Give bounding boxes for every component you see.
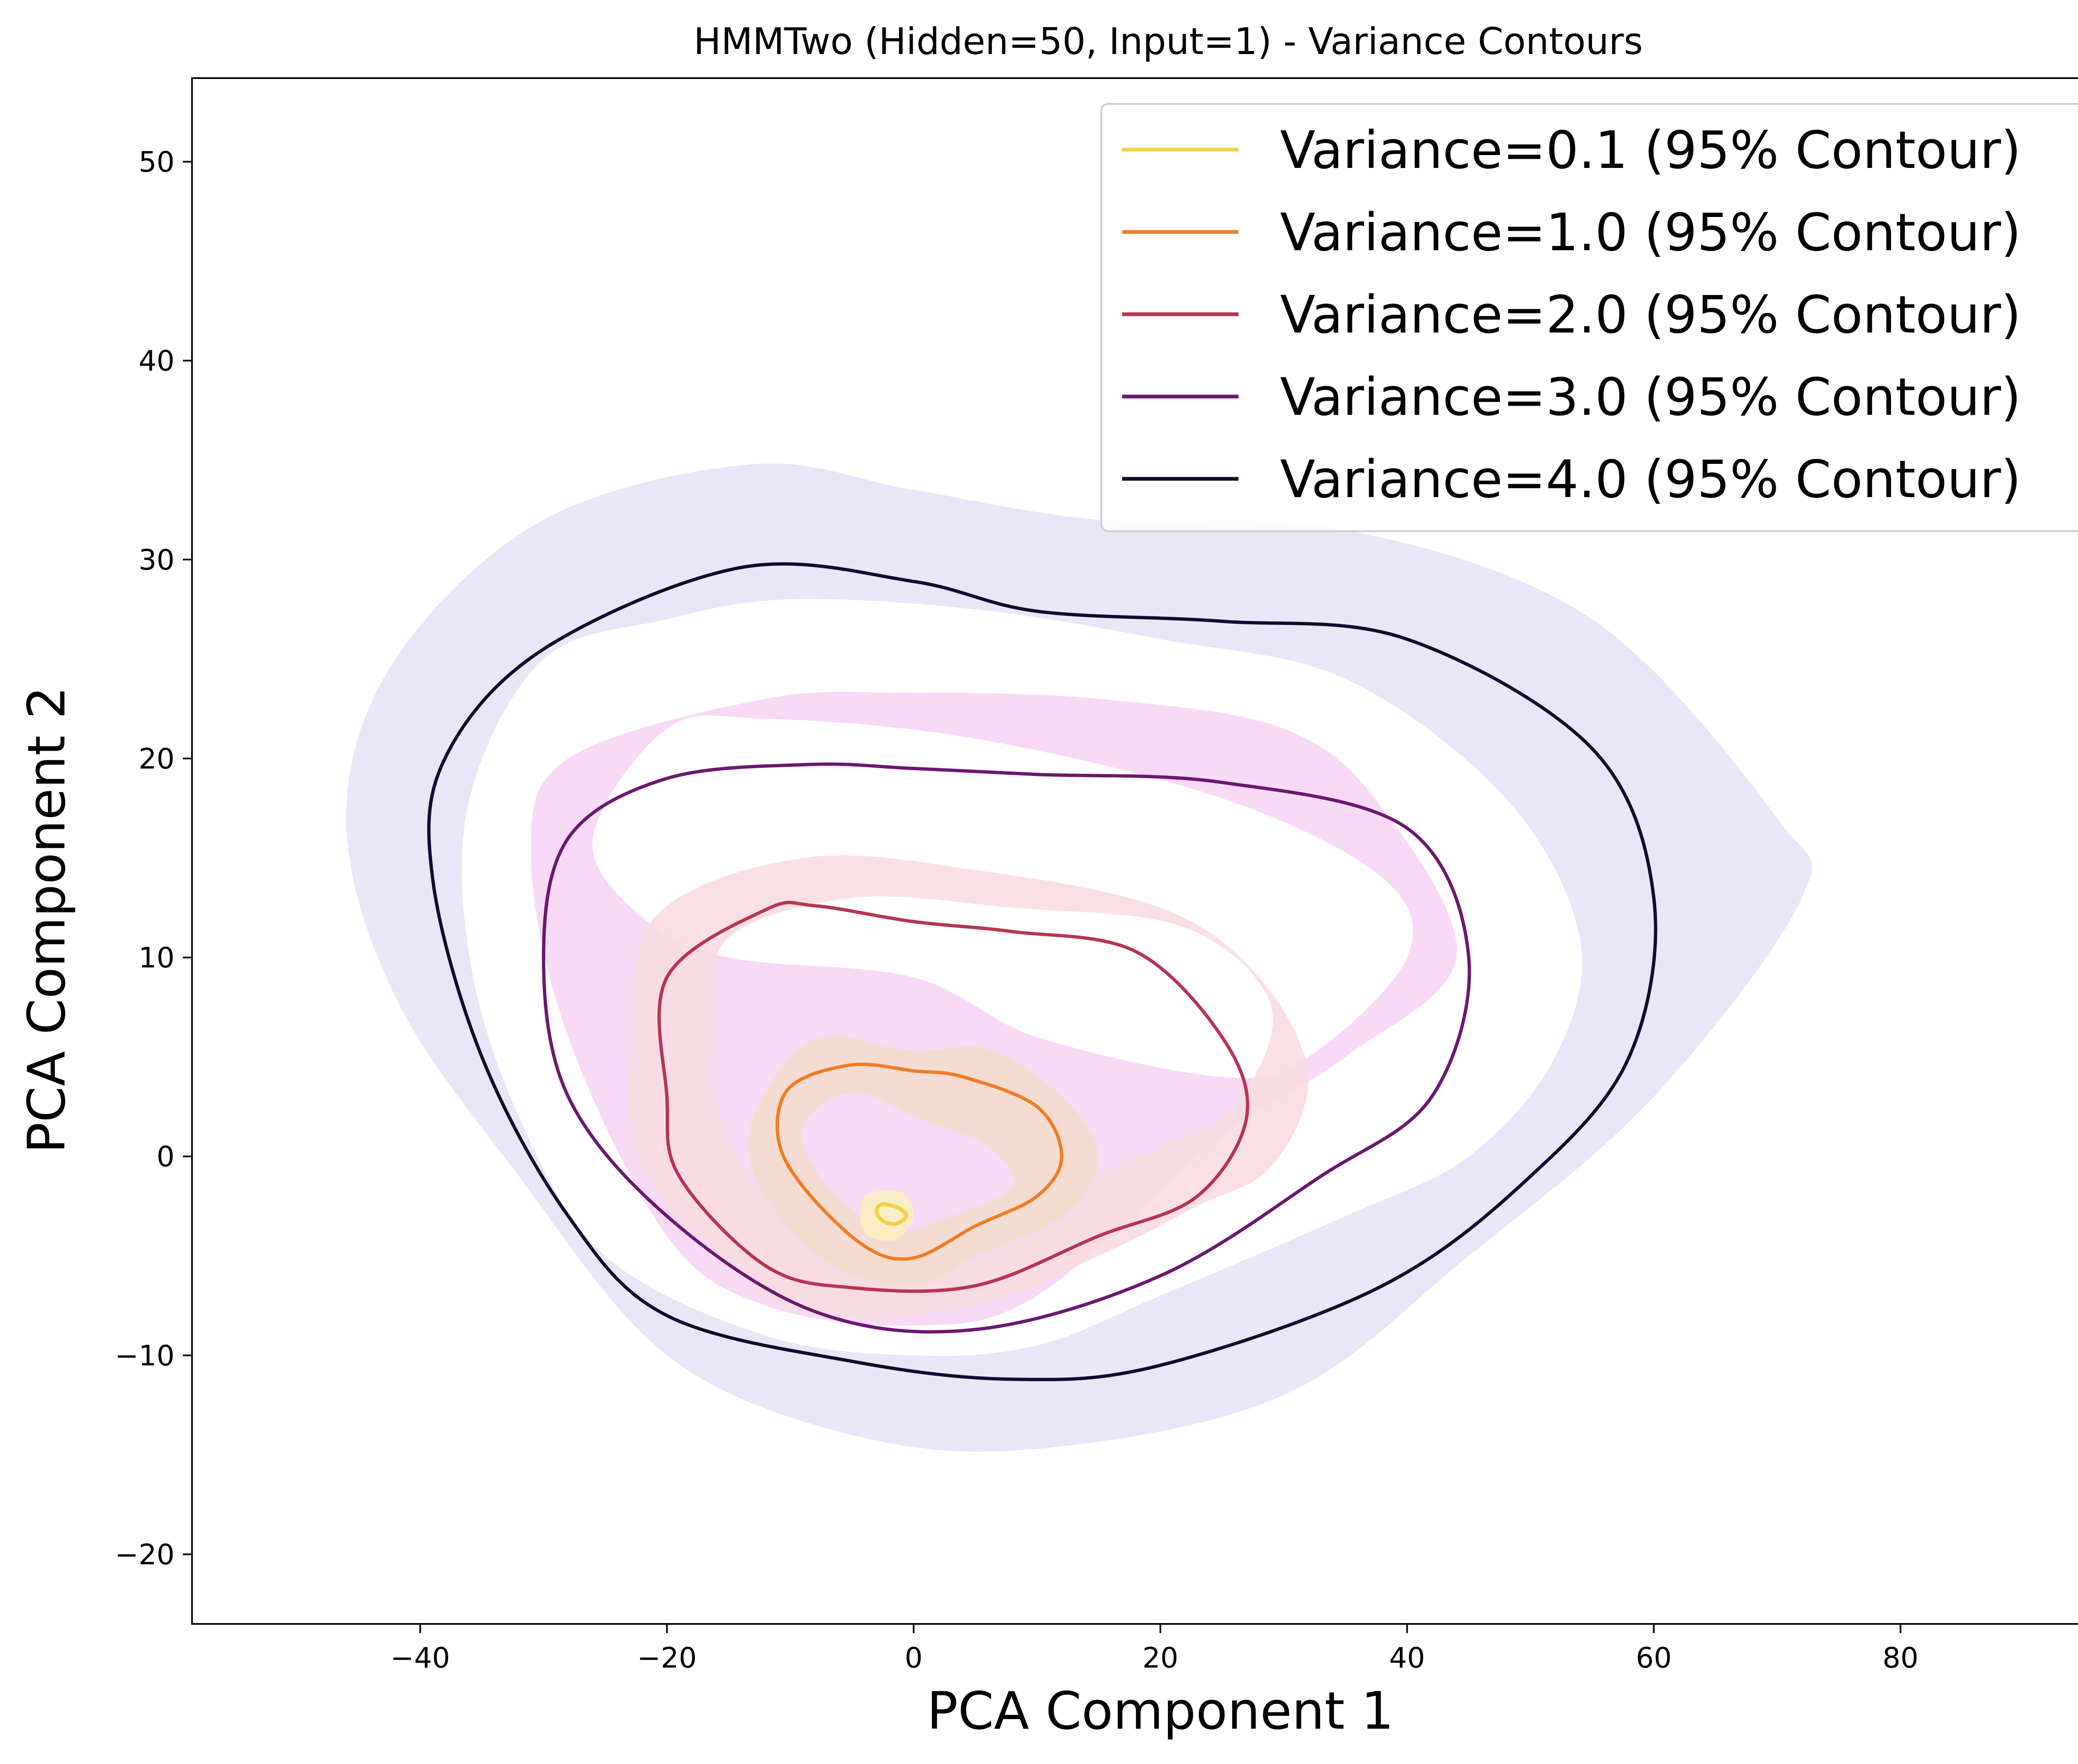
contour-lines (427, 562, 1657, 1382)
x-tick-label-4: 40 (1389, 1642, 1425, 1675)
x-tick-label-3: 20 (1142, 1642, 1179, 1675)
legend-label-1: Variance=1.0 (95% Contour) (1280, 203, 2021, 263)
y-tick-label-7: 50 (138, 146, 175, 179)
legend-label-4: Variance=4.0 (95% Contour) (1280, 450, 2021, 510)
y-tick-label-3: 10 (138, 942, 175, 975)
y-tick-label-2: 0 (157, 1141, 175, 1173)
contour-line-1 (776, 1062, 1064, 1261)
contour-line-0 (874, 1202, 909, 1226)
legend-box (1101, 103, 2078, 532)
y-axis-ticks: −20 −10 0 10 20 30 40 50 (115, 146, 192, 1571)
density-band-0 (860, 1190, 914, 1241)
y-tick-label-5: 30 (138, 544, 175, 577)
density-band-4 (346, 463, 1812, 1452)
legend: Variance=0.1 (95% Contour) Variance=1.0 (… (1101, 103, 2078, 532)
y-tick-label-4: 20 (138, 743, 175, 776)
x-tick-label-6: 80 (1883, 1642, 1919, 1675)
y-tick-label-1: −10 (115, 1340, 175, 1372)
y-tick-label-6: 40 (138, 345, 175, 378)
legend-label-0: Variance=0.1 (95% Contour) (1280, 121, 2021, 180)
x-tick-label-2: 0 (905, 1642, 923, 1675)
y-tick-label-0: −20 (115, 1538, 175, 1571)
x-tick-label-0: −40 (390, 1642, 450, 1675)
contour-line-4 (427, 562, 1657, 1382)
density-band-2 (628, 855, 1309, 1318)
y-axis-label: PCA Component 2 (17, 686, 77, 1153)
legend-label-2: Variance=2.0 (95% Contour) (1280, 285, 2021, 345)
contour-line-2 (657, 901, 1249, 1293)
x-axis-ticks: −40 −20 0 20 40 60 80 (390, 1624, 1918, 1675)
x-axis-label: PCA Component 1 (927, 1681, 1394, 1741)
legend-label-3: Variance=3.0 (95% Contour) (1280, 367, 2021, 427)
chart-title: HMMTwo (Hidden=50, Input=1) - Variance C… (694, 20, 1643, 63)
contour-line-3 (542, 762, 1471, 1334)
x-tick-label-5: 60 (1636, 1642, 1672, 1675)
x-tick-label-1: −20 (637, 1642, 697, 1675)
legend-entries: Variance=0.1 (95% Contour) Variance=1.0 (… (1122, 121, 2021, 510)
